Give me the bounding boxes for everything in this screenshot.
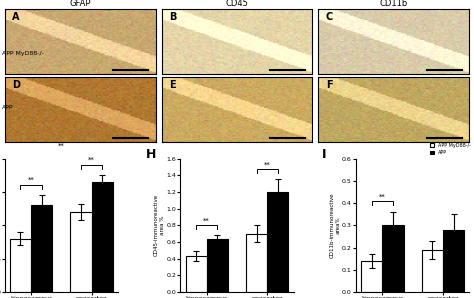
Text: D: D [12, 80, 20, 90]
Bar [361, 261, 383, 292]
Bar [31, 205, 52, 292]
Text: E: E [169, 80, 176, 90]
Bar [422, 250, 443, 292]
Text: **: ** [27, 177, 35, 183]
Text: **: ** [203, 217, 210, 223]
Text: C: C [326, 12, 333, 22]
Text: A: A [12, 12, 20, 22]
Bar [246, 234, 267, 292]
Title: CD11b: CD11b [380, 0, 408, 8]
Text: **: ** [58, 142, 65, 148]
Text: I: I [322, 148, 327, 161]
Text: APP MyD88-/-: APP MyD88-/- [2, 51, 44, 56]
Title: CD45: CD45 [226, 0, 248, 8]
Bar [267, 192, 289, 292]
Bar [91, 182, 113, 292]
Bar [10, 239, 31, 292]
Legend: APP MyD88-/-, APP: APP MyD88-/-, APP [428, 141, 473, 157]
Title: GFAP: GFAP [69, 0, 91, 8]
Text: **: ** [379, 194, 386, 200]
Y-axis label: CD11b-immunoreactive
area%: CD11b-immunoreactive area% [330, 193, 340, 258]
Text: **: ** [264, 161, 271, 167]
Bar [185, 256, 207, 292]
Bar [443, 230, 464, 292]
Bar [207, 240, 228, 292]
Y-axis label: CD45-immunoreactive
area %: CD45-immunoreactive area % [154, 194, 165, 256]
Bar [71, 212, 91, 292]
Text: **: ** [88, 157, 95, 163]
Text: APP: APP [2, 105, 14, 110]
Text: H: H [146, 148, 157, 161]
Text: F: F [326, 80, 333, 90]
Bar [383, 225, 403, 292]
Text: B: B [169, 12, 176, 22]
